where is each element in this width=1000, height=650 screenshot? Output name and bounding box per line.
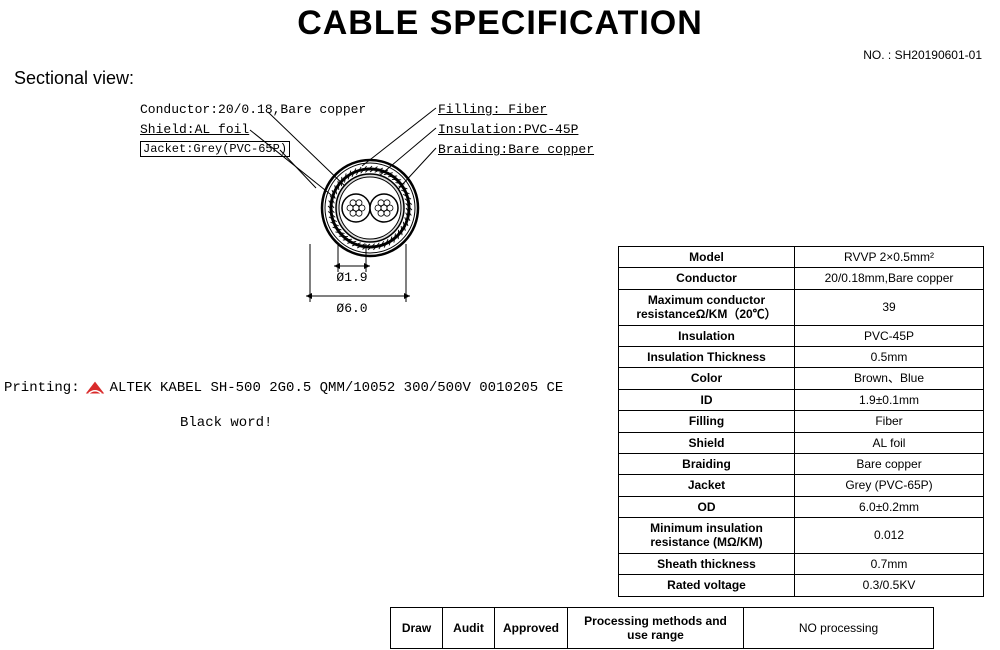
spec-key: Rated voltage (619, 575, 795, 596)
spec-val: 20/0.18mm,Bare copper (795, 268, 984, 289)
spec-key: Filling (619, 411, 795, 432)
printing-line: Printing: ALTEK KABEL SH-500 2G0.5 QMM/1… (4, 380, 563, 396)
cable-diagram: Conductor:20/0.18,Bare copper Shield:AL … (140, 94, 620, 324)
section-label: Sectional view: (14, 68, 134, 89)
spec-val: PVC-45P (795, 325, 984, 346)
spec-val: 39 (795, 289, 984, 325)
spec-val: Grey (PVC-65P) (795, 475, 984, 496)
audit-cell: Audit (443, 608, 495, 649)
spec-key: ID (619, 389, 795, 410)
spec-table: ModelRVVP 2×0.5mm²Conductor20/0.18mm,Bar… (618, 246, 984, 597)
spec-val: 0.3/0.5KV (795, 575, 984, 596)
spec-val: RVVP 2×0.5mm² (795, 247, 984, 268)
spec-val: AL foil (795, 432, 984, 453)
signature-table: Draw Audit Approved Processing methods a… (390, 607, 934, 649)
proc-label: Processing methods and use range (568, 608, 744, 649)
spec-key: Conductor (619, 268, 795, 289)
spec-key: Model (619, 247, 795, 268)
doc-number: NO. : SH20190601-01 (863, 48, 982, 62)
proc-value: NO processing (744, 608, 934, 649)
spec-val: Bare copper (795, 453, 984, 474)
spec-val: Brown、Blue (795, 368, 984, 389)
spec-key: Sheath thickness (619, 553, 795, 574)
spec-val: 6.0±0.2mm (795, 496, 984, 517)
spec-key: Shield (619, 432, 795, 453)
spec-val: 0.7mm (795, 553, 984, 574)
spec-key: OD (619, 496, 795, 517)
dimension-lines (268, 244, 468, 334)
draw-cell: Draw (391, 608, 443, 649)
blackword-note: Black word! (180, 415, 272, 431)
dim-outer: Ø6.0 (322, 301, 382, 316)
altek-logo-icon (84, 380, 106, 396)
dim-inner: Ø1.9 (322, 270, 382, 285)
spec-val: Fiber (795, 411, 984, 432)
spec-key: Jacket (619, 475, 795, 496)
spec-key: Insulation (619, 325, 795, 346)
spec-val: 0.012 (795, 518, 984, 554)
spec-key: Braiding (619, 453, 795, 474)
page-title: CABLE SPECIFICATION (0, 0, 1000, 43)
approved-cell: Approved (495, 608, 568, 649)
spec-val: 1.9±0.1mm (795, 389, 984, 410)
spec-key: Color (619, 368, 795, 389)
spec-val: 0.5mm (795, 346, 984, 367)
spec-key: Insulation Thickness (619, 346, 795, 367)
spec-key: Minimum insulation resistance (MΩ/KM) (619, 518, 795, 554)
spec-key: Maximum conductor resistanceΩ/KM（20℃） (619, 289, 795, 325)
